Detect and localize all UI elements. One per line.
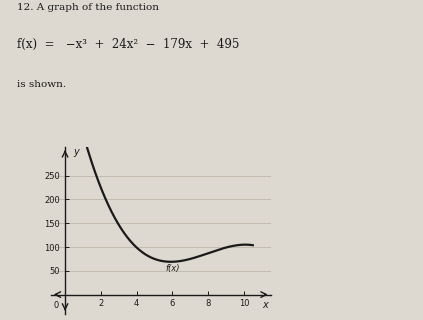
Text: is shown.: is shown. bbox=[17, 80, 66, 89]
Text: 12. A graph of the function: 12. A graph of the function bbox=[17, 3, 159, 12]
Text: y: y bbox=[73, 147, 79, 157]
Text: x: x bbox=[263, 300, 268, 310]
Text: f(x)  =   −x³  +  24x²  −  179x  +  495: f(x) = −x³ + 24x² − 179x + 495 bbox=[17, 38, 239, 52]
Text: f(x): f(x) bbox=[165, 264, 180, 273]
Text: 0: 0 bbox=[53, 300, 59, 309]
